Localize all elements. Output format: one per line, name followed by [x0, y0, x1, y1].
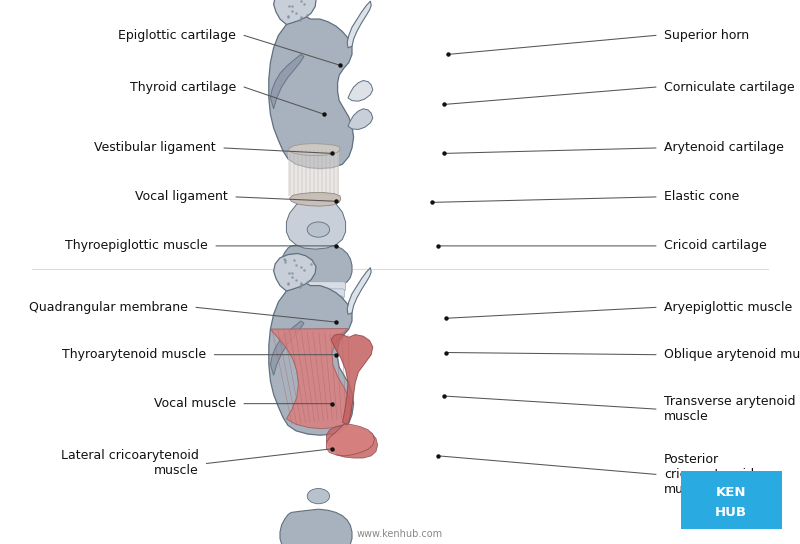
Polygon shape [280, 509, 352, 544]
Text: Cricoid cartilage: Cricoid cartilage [664, 239, 766, 252]
Polygon shape [270, 321, 304, 375]
FancyBboxPatch shape [681, 471, 782, 529]
Text: Elastic cone: Elastic cone [664, 190, 739, 203]
Text: Oblique arytenoid muscle: Oblique arytenoid muscle [664, 348, 800, 361]
Text: Vestibular ligament: Vestibular ligament [94, 141, 216, 154]
Polygon shape [288, 149, 339, 196]
Text: Corniculate cartilage: Corniculate cartilage [664, 81, 794, 94]
Text: Transverse arytenoid
muscle: Transverse arytenoid muscle [664, 395, 795, 423]
Polygon shape [290, 193, 341, 206]
Polygon shape [270, 329, 352, 429]
Polygon shape [269, 282, 354, 435]
Text: Thyroarytenoid muscle: Thyroarytenoid muscle [62, 348, 206, 361]
Polygon shape [269, 15, 354, 169]
Polygon shape [280, 243, 352, 288]
Text: Posterior
cricoarytenoid
muscle: Posterior cricoarytenoid muscle [664, 453, 754, 496]
Text: Lateral cricoarytenoid
muscle: Lateral cricoarytenoid muscle [61, 449, 198, 478]
Text: HUB: HUB [715, 506, 747, 519]
Polygon shape [288, 144, 340, 156]
FancyBboxPatch shape [290, 302, 342, 312]
Text: www.kenhub.com: www.kenhub.com [357, 529, 443, 539]
Text: Arytenoid cartilage: Arytenoid cartilage [664, 141, 784, 154]
Polygon shape [270, 54, 304, 109]
Text: Epiglottic cartilage: Epiglottic cartilage [118, 29, 236, 42]
Text: Thyroepiglottic muscle: Thyroepiglottic muscle [66, 239, 208, 252]
Polygon shape [274, 0, 316, 24]
Text: Vocal ligament: Vocal ligament [135, 190, 228, 203]
Polygon shape [348, 109, 373, 129]
FancyBboxPatch shape [289, 296, 343, 305]
Polygon shape [331, 334, 373, 424]
Polygon shape [347, 1, 371, 48]
FancyBboxPatch shape [286, 282, 346, 291]
Polygon shape [274, 254, 316, 291]
Polygon shape [348, 81, 373, 101]
Polygon shape [326, 424, 374, 456]
Text: KEN: KEN [716, 486, 746, 499]
Text: Thyroid cartilage: Thyroid cartilage [130, 81, 236, 94]
Text: Aryepiglottic muscle: Aryepiglottic muscle [664, 301, 792, 314]
Circle shape [307, 489, 330, 504]
FancyBboxPatch shape [288, 289, 345, 298]
Text: Vocal muscle: Vocal muscle [154, 397, 236, 410]
Text: Superior horn: Superior horn [664, 29, 749, 42]
Text: Quadrangular membrane: Quadrangular membrane [29, 301, 188, 314]
Polygon shape [286, 197, 346, 249]
Circle shape [307, 222, 330, 237]
Polygon shape [347, 268, 371, 314]
Polygon shape [326, 425, 378, 458]
